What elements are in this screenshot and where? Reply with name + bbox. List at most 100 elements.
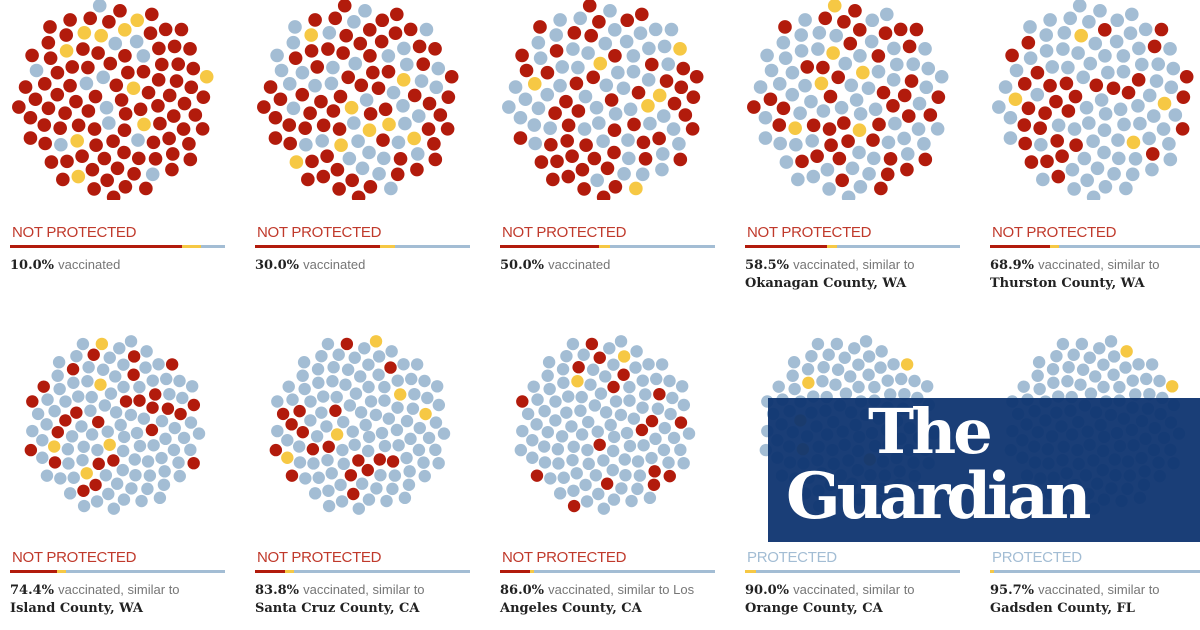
- person-dot: [832, 151, 847, 166]
- person-dot: [355, 477, 369, 490]
- person-dot: [868, 102, 883, 117]
- person-dot: [1120, 345, 1133, 358]
- person-dot: [96, 70, 111, 85]
- person-dot: [173, 469, 186, 483]
- person-dot: [326, 104, 341, 118]
- bar-segment: [1058, 245, 1200, 248]
- bar-segment: [255, 245, 380, 248]
- person-dot: [620, 426, 634, 440]
- person-dot: [1146, 109, 1161, 123]
- person-dot: [1132, 358, 1145, 371]
- person-dot: [1163, 42, 1177, 56]
- person-dot: [421, 391, 434, 405]
- person-dot: [548, 106, 562, 120]
- person-dot: [281, 434, 294, 447]
- person-dot: [852, 380, 865, 394]
- person-dot: [560, 349, 573, 363]
- person-dot: [1069, 138, 1083, 153]
- person-dot: [1023, 20, 1037, 34]
- person-dot: [607, 23, 622, 37]
- person-dot: [586, 363, 600, 376]
- person-dot: [758, 131, 773, 145]
- person-dot: [805, 349, 818, 363]
- person-dot: [1075, 337, 1089, 351]
- person-dot: [362, 123, 377, 138]
- person-dot: [772, 118, 787, 132]
- bar-segment: [826, 245, 838, 248]
- person-dot: [410, 147, 425, 161]
- person-dot: [1068, 89, 1083, 104]
- person-dot: [1017, 380, 1030, 393]
- person-dot: [811, 42, 825, 56]
- person-dot: [621, 151, 636, 166]
- person-dot: [560, 134, 574, 148]
- person-dot: [1116, 49, 1131, 63]
- person-dot: [432, 398, 446, 412]
- person-dot: [1083, 351, 1096, 364]
- person-dot: [345, 173, 359, 188]
- person-dot: [117, 358, 130, 371]
- person-dot: [288, 51, 303, 65]
- person-dot: [433, 108, 448, 122]
- person-dot: [413, 421, 426, 435]
- person-dot: [1098, 179, 1113, 194]
- person-dot: [347, 14, 361, 29]
- person-dot: [830, 337, 844, 351]
- person-dot: [801, 363, 815, 376]
- vaccination-rate: 83.8% vaccinated, similar to: [255, 582, 425, 598]
- person-dot: [666, 391, 679, 405]
- person-dot: [837, 116, 851, 130]
- person-dot: [299, 472, 312, 485]
- person-dot: [1049, 94, 1063, 109]
- person-dot: [852, 23, 867, 37]
- person-dot: [414, 74, 429, 88]
- person-dot: [567, 25, 582, 40]
- person-dot: [285, 469, 299, 482]
- person-dot: [40, 469, 54, 482]
- person-dot: [551, 442, 565, 456]
- person-dot: [177, 431, 191, 445]
- person-dot: [37, 118, 52, 132]
- person-dot: [321, 453, 334, 467]
- person-dot: [635, 423, 649, 437]
- person-dot: [542, 356, 556, 369]
- person-dot: [177, 96, 192, 111]
- person-dot: [802, 376, 815, 389]
- person-dot: [102, 487, 115, 501]
- person-dot: [348, 351, 361, 364]
- person-dot: [1082, 14, 1096, 29]
- person-dot: [168, 421, 181, 435]
- person-dot: [58, 106, 72, 120]
- person-dot: [607, 123, 622, 138]
- person-dot: [1074, 28, 1088, 43]
- person-dot: [636, 374, 649, 387]
- person-dot: [608, 179, 623, 194]
- person-dot: [268, 131, 283, 145]
- person-dot: [805, 134, 819, 148]
- person-dot: [1008, 92, 1023, 107]
- person-dot: [596, 190, 611, 200]
- person-dot: [358, 3, 372, 18]
- person-dot: [570, 467, 583, 480]
- person-dot: [817, 361, 830, 374]
- person-dot: [1165, 380, 1179, 393]
- person-dot: [574, 404, 587, 417]
- bar-segment: [201, 245, 225, 248]
- person-dot: [657, 443, 671, 457]
- person-dot: [363, 107, 378, 121]
- bar-segment: [534, 570, 715, 573]
- person-dot: [1149, 74, 1164, 88]
- dot-cluster: [269, 335, 451, 515]
- person-dot: [1017, 77, 1032, 91]
- person-dot: [351, 134, 365, 149]
- person-dot: [408, 387, 421, 401]
- person-dot: [889, 57, 904, 72]
- person-dot: [921, 61, 936, 76]
- person-dot: [60, 154, 74, 169]
- person-dot: [1047, 376, 1060, 389]
- person-dot: [884, 388, 897, 401]
- person-dot: [382, 412, 396, 425]
- person-dot: [1061, 104, 1076, 118]
- person-dot: [1083, 56, 1098, 71]
- person-dot: [1030, 65, 1045, 80]
